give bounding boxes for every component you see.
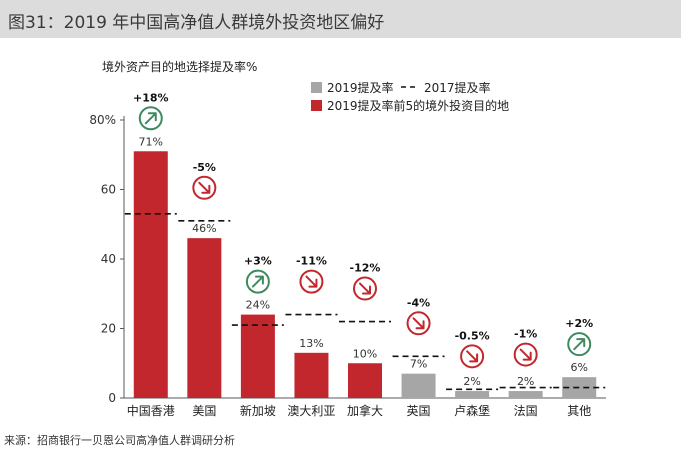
title-bar: 图31：2019 年中国高净值人群境外投资地区偏好 xyxy=(0,0,681,38)
legend: 2019提及率 2017提及率 2019提及率前5的境外投资目的地 xyxy=(311,80,509,113)
value-label: 46% xyxy=(192,222,216,235)
y-tick-label: 60 xyxy=(101,183,116,197)
value-label: 13% xyxy=(299,337,323,350)
category-label: 美国 xyxy=(192,404,216,418)
arrow-down-right-glyph xyxy=(198,181,211,194)
bar-2019 xyxy=(455,391,490,398)
value-label: 24% xyxy=(246,299,270,312)
change-label: -4% xyxy=(407,296,430,309)
legend-dash-label: 2017提及率 xyxy=(424,80,491,95)
value-label: 71% xyxy=(139,135,163,148)
value-label: 10% xyxy=(353,347,377,360)
chart-title: 图31：2019 年中国高净值人群境外投资地区偏好 xyxy=(8,13,385,33)
change-label: +2% xyxy=(565,317,593,330)
category-label: 澳大利亚 xyxy=(287,404,335,418)
category-label: 加拿大 xyxy=(347,403,383,418)
value-label: 7% xyxy=(410,358,427,371)
value-label: 6% xyxy=(570,361,587,374)
bar-chart: 境外资产目的地选择提及率% 2019提及率 2017提及率 2019提及率前5的… xyxy=(89,59,606,418)
source-note: 来源：招商银行一贝恩公司高净值人群调研分析 xyxy=(4,434,235,447)
arrow-down-right-glyph xyxy=(466,350,479,363)
bar-2019 xyxy=(294,352,329,398)
legend-gray-swatch xyxy=(311,82,322,93)
arrow-up-right-glyph xyxy=(573,338,586,351)
category-label: 其他 xyxy=(567,404,591,418)
category-label: 英国 xyxy=(407,404,431,418)
change-label: -5% xyxy=(193,161,216,174)
bar-2019 xyxy=(401,373,436,398)
legend-red-label: 2019提及率前5的境外投资目的地 xyxy=(327,98,509,113)
value-label: 2% xyxy=(463,375,480,388)
category-label: 新加坡 xyxy=(240,403,276,418)
change-label: -12% xyxy=(350,262,381,275)
arrow-down-right-glyph xyxy=(519,348,532,361)
category-label: 法国 xyxy=(514,404,538,418)
bar-2019 xyxy=(508,391,543,398)
category-label: 中国香港 xyxy=(127,403,175,418)
change-label: -1% xyxy=(514,328,537,341)
y-tick-label: 80% xyxy=(89,113,116,127)
change-label: +18% xyxy=(133,91,169,104)
y-tick-label: 20 xyxy=(101,322,116,336)
legend-gray-label: 2019提及率 xyxy=(327,80,394,95)
bar-2019 xyxy=(133,151,168,398)
bar-2019 xyxy=(240,314,275,398)
arrow-down-right-glyph xyxy=(305,275,318,288)
y-tick-label: 40 xyxy=(101,252,116,266)
change-label: -11% xyxy=(296,255,327,268)
arrow-up-right-glyph xyxy=(144,112,157,125)
bar-2019 xyxy=(348,363,382,398)
legend-red-swatch xyxy=(311,100,322,111)
arrow-down-right-glyph xyxy=(359,282,371,295)
y-axis-label: 境外资产目的地选择提及率% xyxy=(102,59,257,74)
value-label: 2% xyxy=(517,375,534,388)
category-label: 卢森堡 xyxy=(454,403,490,418)
arrow-down-right-glyph xyxy=(412,317,425,330)
bar-2019 xyxy=(187,238,222,398)
y-tick-label: 0 xyxy=(108,391,116,405)
change-label: +3% xyxy=(244,255,272,268)
arrow-up-right-glyph xyxy=(251,275,264,288)
plot-area: 0 20 40 60 80% 71% +18% 中国香港 46% -5% 美国 24% +3% 新加坡 13… xyxy=(89,91,606,418)
change-label: -0.5% xyxy=(455,329,490,342)
